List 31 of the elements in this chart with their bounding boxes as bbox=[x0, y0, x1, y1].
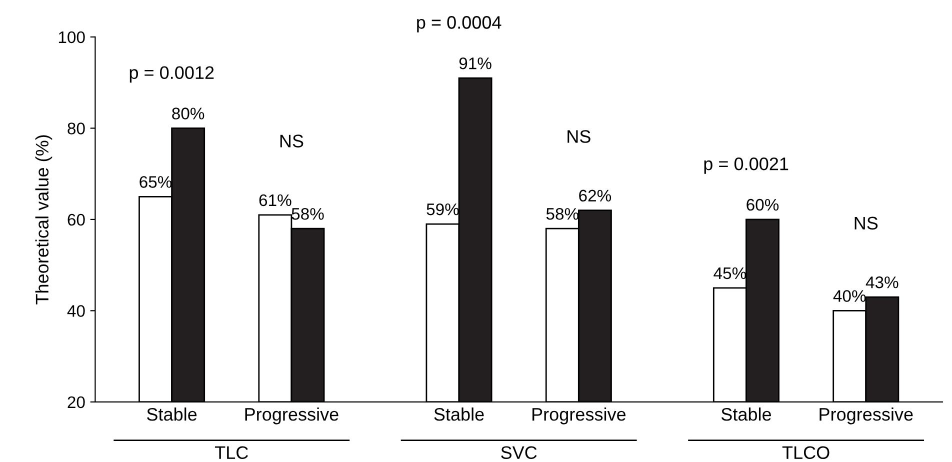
data-label: 59% bbox=[426, 203, 459, 216]
annotation: NS bbox=[854, 216, 878, 230]
data-label: 58% bbox=[546, 208, 578, 220]
x-tick-label: Stable bbox=[434, 407, 484, 421]
text: TLCO bbox=[782, 446, 830, 459]
annotation: NS bbox=[568, 130, 590, 143]
x-tick-label: Progressive bbox=[245, 407, 338, 424]
y-tick-label: 40 bbox=[67, 305, 85, 317]
y-tick-label: 80 bbox=[68, 122, 85, 134]
y-tick-label: 100 bbox=[58, 31, 85, 44]
data-label: 60% bbox=[746, 198, 779, 211]
text: SVC bbox=[501, 446, 537, 459]
x-tick-label: Stable bbox=[147, 407, 197, 421]
data-label: 61% bbox=[259, 194, 292, 206]
annotation: NS bbox=[280, 134, 304, 148]
y-tick-label: 60 bbox=[68, 214, 85, 226]
text: TLC bbox=[214, 446, 248, 459]
y-axis-title: Theoretical value (%) bbox=[35, 135, 52, 304]
annotation: p = 0.0021 bbox=[704, 157, 788, 174]
annotation: p = 0.0012 bbox=[130, 66, 214, 83]
text: p = 0.0004 bbox=[417, 16, 502, 32]
x-tick-label: Progressive bbox=[820, 407, 913, 424]
data-label: 62% bbox=[579, 190, 612, 202]
data-label: 91% bbox=[459, 57, 492, 70]
x-tick-label: Progressive bbox=[532, 407, 626, 424]
y-tick-label: 20 bbox=[68, 396, 85, 408]
x-tick-label: Stable bbox=[721, 407, 772, 421]
data-label: 58% bbox=[292, 208, 324, 220]
data-label: 80% bbox=[172, 108, 204, 120]
data-label: 40% bbox=[833, 290, 866, 302]
data-label: 43% bbox=[866, 276, 898, 288]
